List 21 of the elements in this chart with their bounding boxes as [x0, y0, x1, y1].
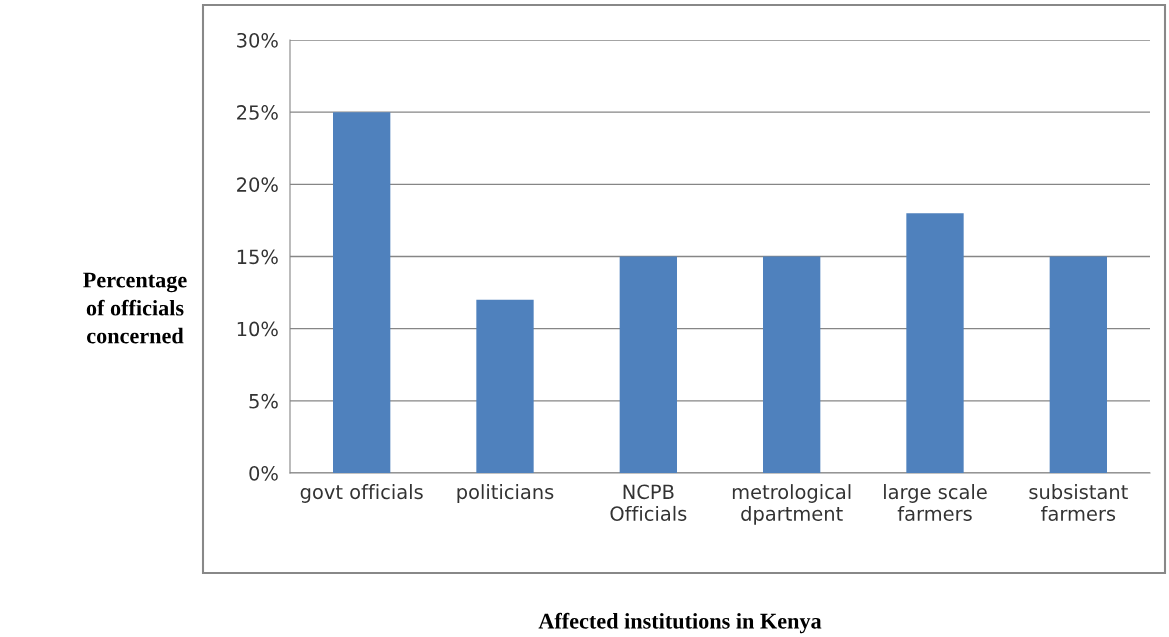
x-tick-label: subsistant farmers [1029, 484, 1128, 521]
bar [1049, 256, 1107, 473]
y-tick-label: 20% [237, 177, 278, 192]
bar [906, 213, 964, 473]
bar [619, 256, 677, 473]
x-tick-label: metrological dpartment [732, 484, 851, 525]
x-tick-label: NCPB Officials [610, 484, 687, 521]
x-tick-label: large scale farmers [884, 484, 987, 521]
y-tick-label: 30% [237, 32, 278, 48]
x-tick-label: govt officials [300, 484, 423, 503]
y-tick-label: 15% [237, 249, 278, 265]
x-tick-label: politicians [457, 484, 554, 503]
y-tick-label: 5% [249, 393, 278, 409]
bar [763, 256, 821, 473]
y-tick-label: 25% [237, 105, 278, 120]
y-tick-label: 10% [237, 321, 278, 337]
y-tick-label: 0% [249, 465, 278, 481]
bar [333, 112, 391, 473]
bar [476, 299, 534, 473]
x-axis-title: Affected institutions in Kenya [538, 612, 822, 634]
y-axis-title: Percentage of officials concerned [83, 272, 187, 344]
